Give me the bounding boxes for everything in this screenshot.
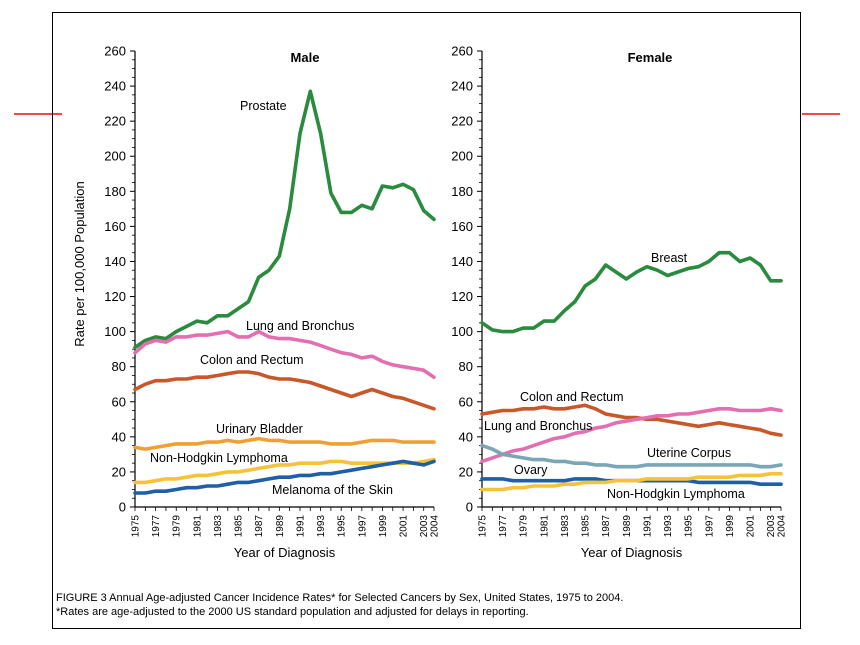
x-tick-label: 1979 — [172, 515, 183, 538]
x-tick-label: 2003 — [766, 515, 777, 538]
y-tick-label: 20 — [459, 464, 473, 479]
x-tick-label: 2004 — [777, 515, 788, 538]
x-tick-label: 1997 — [704, 515, 715, 538]
y-tick-label: 220 — [451, 114, 473, 129]
series-line-urinary-bladder — [133, 436, 436, 451]
y-tick-label: 40 — [459, 429, 473, 444]
y-tick-label: 160 — [451, 219, 473, 234]
y-tick-label: 40 — [112, 429, 126, 444]
series-line-non-hodgkin-lymphoma — [480, 471, 783, 492]
x-tick-label: 2001 — [399, 515, 410, 538]
panel-title: Female — [628, 50, 673, 65]
y-tick-label: 80 — [459, 359, 473, 374]
x-tick-label: 1999 — [378, 515, 389, 538]
y-axis-title: Rate per 100,000 Population — [72, 181, 87, 347]
y-tick-label: 140 — [451, 254, 473, 269]
series-label-non-hodgkin-lymphoma: Non-Hodgkin Lymphoma — [607, 487, 745, 501]
series-line-lung-and-bronchus — [480, 406, 783, 464]
series-label-uterine-corpus: Uterine Corpus — [647, 446, 731, 460]
figure-frame — [52, 12, 801, 629]
x-tick-label: 2003 — [419, 515, 430, 538]
y-tick-label: 260 — [104, 44, 126, 59]
x-tick-label: 1983 — [560, 515, 571, 538]
y-tick-label: 120 — [104, 289, 126, 304]
series-line-colon-and-rectum — [480, 403, 783, 437]
female-panel: 0 20 40 60 80 100 120 140 160 180 200 220 240 260 1975… — [451, 44, 787, 561]
series-line-breast — [480, 250, 783, 334]
male-panel: 0 20 40 60 80 100 120 140 160 180 200 220 240 260 1975… — [72, 44, 441, 561]
y-tick-label: 0 — [466, 500, 473, 515]
x-tick-label: 1997 — [357, 515, 368, 538]
x-tick-label: 1975 — [478, 515, 489, 538]
series-label-breast: Breast — [651, 251, 688, 265]
x-tick-label: 1981 — [539, 515, 550, 538]
series-label-colon-and-rectum: Colon and Rectum — [200, 353, 304, 367]
y-tick-label: 240 — [104, 79, 126, 94]
y-tick-label: 180 — [451, 184, 473, 199]
series-line-lung-and-bronchus — [133, 329, 436, 380]
x-tick-label: 2001 — [746, 515, 757, 538]
x-tick-label: 1977 — [151, 515, 162, 538]
y-tick-label: 60 — [459, 394, 473, 409]
x-tick-label: 1985 — [581, 515, 592, 538]
x-tick-label: 1999 — [725, 515, 736, 538]
y-tick-label: 160 — [104, 219, 126, 234]
y-tick-label: 260 — [451, 44, 473, 59]
y-tick-label: 20 — [112, 464, 126, 479]
x-tick-label: 1983 — [213, 515, 224, 538]
y-tick-label: 180 — [104, 184, 126, 199]
x-tick-label: 1987 — [601, 515, 612, 538]
y-tick-label: 200 — [451, 149, 473, 164]
x-tick-label: 1989 — [275, 515, 286, 538]
series-line-uterine-corpus — [480, 443, 783, 469]
y-tick-label: 140 — [104, 254, 126, 269]
x-tick-label: 1975 — [131, 515, 142, 538]
series-line-prostate — [133, 89, 436, 350]
series-label-lung-and-bronchus: Lung and Bronchus — [484, 419, 592, 433]
panel-title: Male — [291, 50, 320, 65]
series-label-melanoma-of-the-skin: Melanoma of the Skin — [272, 483, 393, 497]
y-tick-label: 240 — [451, 79, 473, 94]
x-tick-label: 1991 — [295, 515, 306, 538]
y-tick-label: 120 — [451, 289, 473, 304]
x-tick-label: 1987 — [254, 515, 265, 538]
series-label-colon-and-rectum: Colon and Rectum — [520, 390, 624, 404]
x-tick-label: 1995 — [684, 515, 695, 538]
series-label-non-hodgkin-lymphoma: Non-Hodgkin Lymphoma — [150, 451, 288, 465]
series-label-prostate: Prostate — [240, 99, 287, 113]
y-tick-label: 60 — [112, 394, 126, 409]
y-tick-label: 80 — [112, 359, 126, 374]
x-tick-label: 1977 — [498, 515, 509, 538]
x-tick-label: 2004 — [430, 515, 441, 538]
x-axis-title: Year of Diagnosis — [581, 545, 683, 560]
y-tick-label: 200 — [104, 149, 126, 164]
series-line-melanoma-of-the-skin — [133, 459, 436, 495]
y-tick-label: 100 — [451, 324, 473, 339]
x-tick-label: 1979 — [519, 515, 530, 538]
x-tick-label: 1989 — [622, 515, 633, 538]
series-label-lung-and-bronchus: Lung and Bronchus — [246, 319, 354, 333]
y-tick-label: 0 — [119, 500, 126, 515]
x-axis-title: Year of Diagnosis — [234, 545, 336, 560]
y-tick-label: 220 — [104, 114, 126, 129]
x-tick-label: 1985 — [234, 515, 245, 538]
x-tick-label: 1993 — [316, 515, 327, 538]
series-label-ovary: Ovary — [514, 463, 548, 477]
series-label-urinary-bladder: Urinary Bladder — [216, 422, 303, 436]
figure-footnote: *Rates are age-adjusted to the 2000 US s… — [56, 606, 529, 618]
x-tick-label: 1993 — [663, 515, 674, 538]
y-tick-label: 100 — [104, 324, 126, 339]
x-tick-label: 1981 — [192, 515, 203, 538]
x-tick-label: 1991 — [642, 515, 653, 538]
figure-caption: FIGURE 3 Annual Age-adjusted Cancer Inci… — [56, 592, 624, 604]
series-line-colon-and-rectum — [133, 370, 436, 411]
x-tick-label: 1995 — [337, 515, 348, 538]
